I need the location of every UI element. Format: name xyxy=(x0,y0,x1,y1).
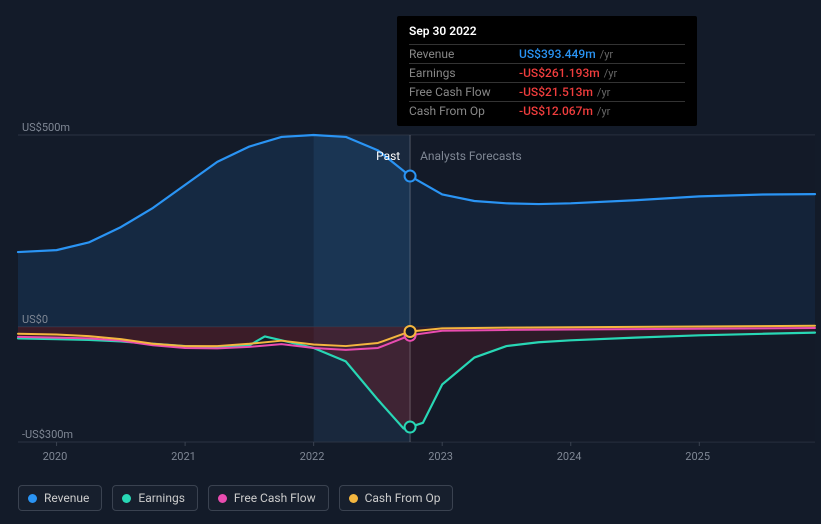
tooltip-row-label: Revenue xyxy=(409,47,519,61)
legend-item-revenue[interactable]: Revenue xyxy=(18,485,102,511)
tooltip-row-value: -US$12.067m xyxy=(519,104,593,118)
tooltip-row: Free Cash Flow-US$21.513m/yr xyxy=(409,82,685,101)
tooltip-row: Cash From Op-US$12.067m/yr xyxy=(409,101,685,120)
tooltip-row-suffix: /yr xyxy=(597,105,610,118)
chart-legend: Revenue Earnings Free Cash Flow Cash From O… xyxy=(18,485,453,511)
tooltip-row-suffix: /yr xyxy=(600,48,613,61)
legend-item-label: Earnings xyxy=(138,491,185,505)
legend-swatch xyxy=(349,494,358,503)
tooltip-row-value: US$393.449m xyxy=(519,47,596,61)
tooltip-row-value: -US$21.513m xyxy=(519,85,593,99)
legend-item-fcf[interactable]: Free Cash Flow xyxy=(208,485,329,511)
region-label-future: Analysts Forecasts xyxy=(420,149,522,163)
legend-swatch xyxy=(28,494,37,503)
tooltip-row: RevenueUS$393.449m/yr xyxy=(409,44,685,63)
x-axis-label: 2023 xyxy=(428,450,453,463)
revenue-marker xyxy=(405,171,416,182)
y-axis-label: US$500m xyxy=(22,121,70,134)
tooltip-row-label: Free Cash Flow xyxy=(409,85,519,99)
legend-item-label: Free Cash Flow xyxy=(234,491,316,505)
y-axis-label: US$0 xyxy=(22,313,48,326)
x-axis-label: 2024 xyxy=(557,450,582,463)
legend-swatch xyxy=(218,494,227,503)
tooltip-date: Sep 30 2022 xyxy=(409,24,685,40)
legend-item-label: Cash From Op xyxy=(365,491,441,505)
region-label-past: Past xyxy=(376,149,400,163)
legend-item-earnings[interactable]: Earnings xyxy=(112,485,198,511)
chart-tooltip: Sep 30 2022RevenueUS$393.449m/yrEarnings… xyxy=(397,16,697,126)
tooltip-row-value: -US$261.193m xyxy=(519,66,600,80)
legend-swatch xyxy=(122,494,131,503)
legend-item-cfo[interactable]: Cash From Op xyxy=(339,485,454,511)
earnings-marker xyxy=(405,422,416,433)
tooltip-row-label: Earnings xyxy=(409,66,519,80)
y-axis-label: -US$300m xyxy=(22,428,73,441)
cfo-marker xyxy=(405,326,416,337)
tooltip-row-suffix: /yr xyxy=(597,86,610,99)
tooltip-row-suffix: /yr xyxy=(604,67,617,80)
future-dimmer xyxy=(410,135,815,442)
legend-item-label: Revenue xyxy=(44,491,89,505)
x-axis-label: 2020 xyxy=(43,450,68,463)
tooltip-row: Earnings-US$261.193m/yr xyxy=(409,63,685,82)
tooltip-row-label: Cash From Op xyxy=(409,104,519,118)
x-axis-label: 2021 xyxy=(171,450,196,463)
x-axis-label: 2022 xyxy=(300,450,325,463)
x-axis-label: 2025 xyxy=(685,450,710,463)
